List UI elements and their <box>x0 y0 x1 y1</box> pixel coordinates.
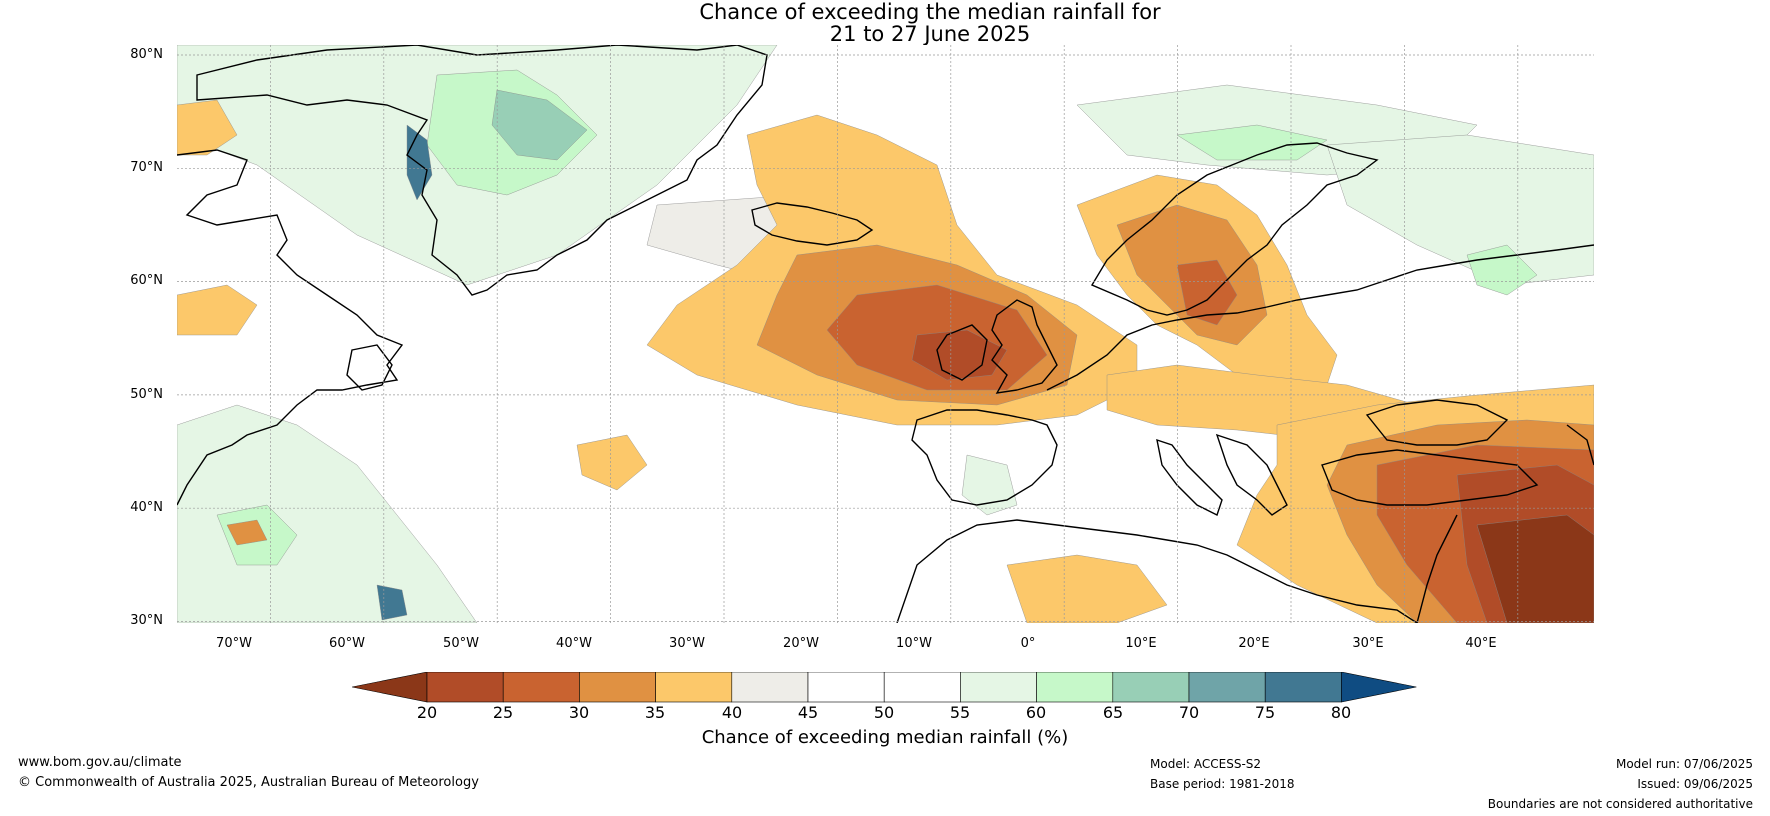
colorbar-tick-35: 35 <box>644 703 666 722</box>
coastline-newfoundland <box>346 344 393 391</box>
coastline-north-africa <box>896 519 1418 623</box>
lat-label-70n: 70°N <box>130 160 163 175</box>
footer-url: www.bom.gov.au/climate <box>18 755 182 770</box>
coastline-italy <box>1156 438 1223 516</box>
field-dry-labrador <box>177 284 258 336</box>
colorbar-tick-50: 50 <box>873 703 895 722</box>
colorbar-cells <box>352 672 1417 703</box>
coastline-iberia <box>911 409 1058 506</box>
field-wet-sw-atlantic <box>177 404 478 623</box>
field-very-wet-sw-atlantic <box>376 584 408 621</box>
colorbar-cell <box>655 672 733 703</box>
colorbar-cell <box>1036 672 1114 703</box>
coastline-levant <box>1416 514 1458 623</box>
colorbar <box>352 672 1417 703</box>
coastline-iceland <box>751 202 874 246</box>
colorbar-tick-80: 80 <box>1330 703 1352 722</box>
rainfall-map <box>177 45 1594 623</box>
field-dry-baffin <box>177 99 238 156</box>
lon-label-10w: 10°W <box>896 636 932 651</box>
lat-label-80n: 80°N <box>130 47 163 62</box>
coastline-caspian <box>1566 424 1594 466</box>
field-dry-sw-atlantic <box>226 519 268 546</box>
colorbar-cell <box>960 672 1037 703</box>
colorbar-tick-30: 30 <box>568 703 590 722</box>
colorbar-cell <box>1264 672 1342 703</box>
colorbar-tick-40: 40 <box>721 703 743 722</box>
footer-issued: Issued: 09/06/2025 <box>1637 777 1753 791</box>
lon-label-30e: 30°E <box>1352 636 1384 651</box>
colorbar-tick-60: 60 <box>1025 703 1047 722</box>
field-very-dry-celtic-sea <box>911 329 1008 381</box>
lon-label-30w: 30°W <box>669 636 705 651</box>
field-wet-barents-sea <box>1326 134 1594 286</box>
map-title-line1: Chance of exceeding the median rainfall … <box>699 0 1161 24</box>
coastline-western-europe <box>1046 244 1594 391</box>
colorbar-tick-55: 55 <box>949 703 971 722</box>
colorbar-cell <box>807 672 885 703</box>
field-wet-russia <box>1466 244 1538 296</box>
lat-label-60n: 60°N <box>130 273 163 288</box>
colorbar-label: Chance of exceeding median rainfall (%) <box>701 727 1069 748</box>
colorbar-tick-70: 70 <box>1178 703 1200 722</box>
footer-model: Model: ACCESS-S2 <box>1150 757 1262 771</box>
lon-label-20w: 20°W <box>783 636 819 651</box>
footer-base-period: Base period: 1981-2018 <box>1150 777 1295 791</box>
lon-label-60w: 60°W <box>329 636 365 651</box>
colorbar-cell <box>1188 672 1266 703</box>
field-wet-norwegian-sea-core <box>1176 124 1328 161</box>
colorbar-tick-45: 45 <box>797 703 819 722</box>
coastline-balkans-greece <box>1215 433 1288 516</box>
colorbar-cell <box>883 672 961 703</box>
colorbar-tick-25: 25 <box>492 703 514 722</box>
lon-label-0: 0° <box>1020 636 1036 651</box>
coastline-turkey <box>1321 449 1539 506</box>
field-wet-davis-strait <box>491 89 588 161</box>
colorbar-cell <box>426 672 504 703</box>
lat-label-40n: 40°N <box>130 500 163 515</box>
footer-model-run: Model run: 07/06/2025 <box>1615 757 1753 771</box>
rainfall-map-canvas <box>177 45 1594 623</box>
coastline-ireland <box>936 324 988 381</box>
coastline-north-america <box>177 149 404 506</box>
colorbar-cell <box>502 672 580 703</box>
footer-disclaimer: Boundaries are not considered authoritat… <box>1487 797 1753 811</box>
lon-label-40e: 40°E <box>1465 636 1497 651</box>
lat-label-30n: 30°N <box>130 613 163 628</box>
field-dry-north-africa <box>1006 554 1168 623</box>
lat-label-50n: 50°N <box>130 387 163 402</box>
graticule <box>177 45 1594 623</box>
lon-label-70w: 70°W <box>216 636 252 651</box>
colorbar-cell <box>1112 672 1190 703</box>
colorbar-cell <box>731 672 809 703</box>
coastline-greenland <box>196 45 768 296</box>
colorbar-extend-low <box>352 672 428 703</box>
coastline-black-sea <box>1365 399 1509 446</box>
colorbar-tick-65: 65 <box>1102 703 1124 722</box>
field-extremely-dry-iraq <box>1476 514 1594 623</box>
field-dry-mid-atlantic <box>576 434 648 491</box>
probability-fields <box>177 45 1594 623</box>
lon-label-50w: 50°W <box>443 636 479 651</box>
lon-label-20e: 20°E <box>1238 636 1270 651</box>
lon-label-40w: 40°W <box>556 636 592 651</box>
coastlines <box>177 45 1594 623</box>
colorbar-tick-20: 20 <box>416 703 438 722</box>
footer-copyright: © Commonwealth of Australia 2025, Austra… <box>18 775 479 790</box>
lon-label-10e: 10°E <box>1125 636 1157 651</box>
coastline-great-britain <box>991 299 1058 394</box>
coastline-scandinavia <box>1090 142 1379 316</box>
field-very-dry-baltic <box>1176 259 1238 326</box>
colorbar-extend-high <box>1341 672 1417 703</box>
colorbar-cell <box>579 672 656 703</box>
colorbar-tick-75: 75 <box>1254 703 1276 722</box>
map-title-line2: 21 to 27 June 2025 <box>829 22 1031 46</box>
